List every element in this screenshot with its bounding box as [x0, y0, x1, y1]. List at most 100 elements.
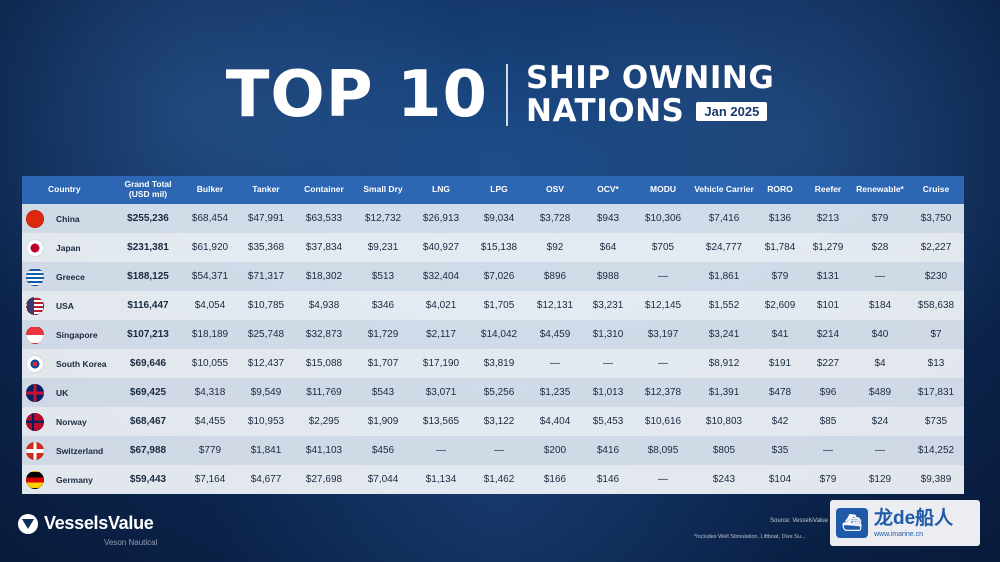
value-cell: $9,231 — [367, 242, 399, 253]
country-cell: China — [22, 204, 114, 233]
value-cell: $41 — [771, 329, 789, 340]
value-cell: $7,164 — [194, 474, 226, 485]
value-cell: $10,055 — [191, 358, 229, 369]
country-cell: Greece — [22, 262, 114, 291]
value-cell: $3,750 — [920, 213, 952, 224]
value-cell: $28 — [871, 242, 889, 253]
value-cell: $1,552 — [708, 300, 740, 311]
value-cell: — — [658, 358, 668, 369]
column-header: Reefer — [814, 184, 842, 195]
value-cell: $92 — [546, 242, 564, 253]
greece-flag-icon — [26, 267, 44, 286]
table-body: China $255,236 $68,454 $47,991 $63,533 $12,73… — [22, 204, 964, 494]
value-cell: $17,831 — [917, 387, 955, 398]
value-cell: $26,913 — [422, 213, 460, 224]
value-cell: $1,279 — [812, 242, 844, 253]
nations-table-wrapper: Country Grand Total (USD mil) Bulker Tanker… — [22, 176, 964, 494]
value-cell: $988 — [596, 271, 620, 282]
value-cell: $4,677 — [250, 474, 282, 485]
watermark-texts: 龙de船人 www.imarine.cn — [874, 509, 953, 538]
table-row: Germany $59,443 $7,164 $4,677 $27,698 $7,044 $… — [22, 465, 964, 494]
footnote: *Includes Well Stimulation, Liftboat, Di… — [694, 534, 806, 540]
column-header: LNG — [432, 184, 450, 195]
value-cell: $4,938 — [308, 300, 340, 311]
japan-flag-icon — [26, 238, 44, 257]
country-name: Singapore — [56, 329, 98, 340]
subtitle-row-2: NATIONS Jan 2025 — [526, 96, 774, 127]
korea-flag-icon — [26, 354, 44, 373]
norway-flag-icon — [26, 412, 44, 431]
table-row: South Korea $69,646 $10,055 $12,437 $15,088 $… — [22, 349, 964, 378]
value-cell: $7 — [930, 329, 942, 340]
vesselsvalue-logo: VesselsValue — [18, 513, 154, 534]
value-cell: $3,728 — [539, 213, 571, 224]
column-header: Small Dry — [363, 184, 403, 195]
value-cell: $4,404 — [539, 416, 571, 427]
value-cell: $184 — [868, 300, 892, 311]
value-cell: $346 — [371, 300, 395, 311]
value-cell: $101 — [816, 300, 840, 311]
column-header: OCV* — [597, 184, 619, 195]
value-cell: $3,071 — [425, 387, 457, 398]
value-cell: $12,437 — [247, 358, 285, 369]
value-cell: $1,909 — [367, 416, 399, 427]
country-wrapper: Japan — [26, 238, 112, 257]
value-cell: $24 — [871, 416, 889, 427]
value-cell: $79 — [771, 271, 789, 282]
value-cell: $200 — [543, 445, 567, 456]
table-row: Switzerland $67,988 $779 $1,841 $41,103 $456 —… — [22, 436, 964, 465]
value-cell: $27,698 — [305, 474, 343, 485]
value-cell: $12,732 — [364, 213, 402, 224]
column-header: Bulker — [196, 184, 224, 195]
value-cell: $79 — [871, 213, 889, 224]
value-cell: $18,189 — [191, 329, 229, 340]
value-cell: $12,378 — [644, 387, 682, 398]
column-header: Cruise — [922, 184, 950, 195]
value-cell: $3,231 — [592, 300, 624, 311]
value-cell: $1,462 — [483, 474, 515, 485]
source-note: Source: VesselsValue — [770, 518, 828, 524]
value-cell: $2,117 — [426, 329, 456, 340]
value-cell: $2,227 — [920, 242, 952, 253]
value-cell: $1,841 — [250, 445, 282, 456]
logo-icon — [18, 513, 38, 534]
value-cell: $1,861 — [708, 271, 740, 282]
country-cell: South Korea — [22, 349, 114, 378]
table-header-row: Country Grand Total (USD mil) Bulker Tanker… — [22, 176, 964, 204]
country-cell: Japan — [22, 233, 114, 262]
value-cell: $37,834 — [305, 242, 343, 253]
table-row: UK $69,425 $4,318 $9,549 $11,769 $543 $3,071 $5… — [22, 378, 964, 407]
value-cell: $478 — [768, 387, 792, 398]
country-wrapper: USA — [26, 296, 112, 315]
value-cell: $136 — [768, 213, 792, 224]
country-name: USA — [56, 300, 74, 311]
country-name: Japan — [56, 242, 81, 253]
value-cell: $12,131 — [536, 300, 574, 311]
header: TOP 10 SHIP OWNING NATIONS Jan 2025 — [0, 50, 1000, 140]
value-cell: $35,368 — [247, 242, 285, 253]
value-cell: $1,235 — [539, 387, 571, 398]
value-cell: $7,044 — [367, 474, 399, 485]
value-cell: $735 — [924, 416, 948, 427]
grand-total-cell: $107,213 — [127, 329, 169, 340]
value-cell: $7,026 — [483, 271, 515, 282]
country-cell: Germany — [22, 465, 114, 494]
value-cell: $9,389 — [920, 474, 952, 485]
country-name: Germany — [56, 474, 93, 485]
value-cell: — — [550, 358, 560, 369]
value-cell: $17,190 — [422, 358, 460, 369]
country-wrapper: UK — [26, 383, 112, 402]
value-cell: $32,873 — [305, 329, 343, 340]
value-cell: $456 — [371, 445, 395, 456]
value-cell: — — [875, 445, 885, 456]
value-cell: $71,317 — [247, 271, 285, 282]
value-cell: $10,306 — [644, 213, 682, 224]
country-name: Switzerland — [56, 445, 104, 456]
value-cell: $12,145 — [644, 300, 682, 311]
value-cell: $227 — [816, 358, 840, 369]
table-row: Singapore $107,213 $18,189 $25,748 $32,873 $1… — [22, 320, 964, 349]
grand-total-cell: $116,447 — [127, 300, 169, 311]
uk-flag-icon — [26, 383, 44, 402]
value-cell: — — [436, 445, 446, 456]
